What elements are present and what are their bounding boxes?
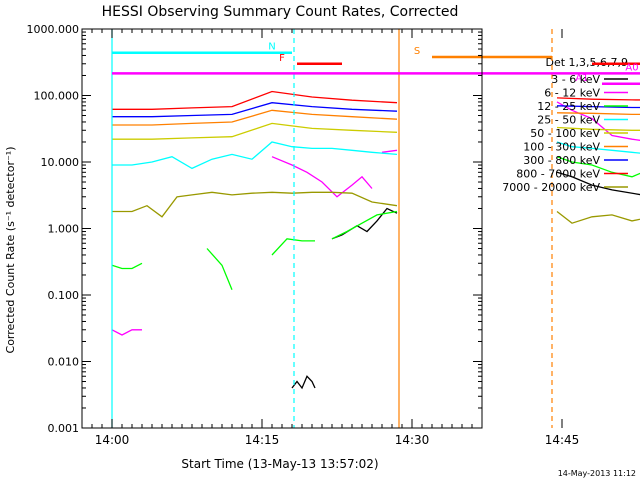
series-line: [111, 329, 142, 336]
series-0: [291, 171, 640, 390]
legend-label: 50 - 100 keV: [530, 127, 600, 140]
series-3: [112, 141, 640, 170]
state-label: F: [279, 53, 285, 64]
axes-layer: 0.001 0.010 0.100 1.000 10.000 100.000 1000.00…: [27, 23, 580, 447]
x-tick-label: 14:30: [395, 433, 430, 447]
series-line: [556, 141, 640, 154]
timestamp: 14-May-2013 11:12: [558, 469, 636, 478]
plot-frame: [81, 28, 483, 429]
series-line: [112, 141, 398, 170]
y-tick-label: 1000.000: [27, 23, 80, 36]
series-4: [112, 122, 640, 140]
legend-label: 12 - 25 keV: [537, 100, 600, 113]
series-line: [556, 97, 640, 101]
series-line: [556, 126, 640, 131]
series-line: [556, 171, 640, 196]
y-tick-label: 0.001: [48, 422, 80, 435]
series-layer: [111, 90, 640, 390]
state-label: N: [268, 42, 275, 53]
y-tick-label: 0.100: [48, 289, 80, 302]
annotation-layer: N S F A0 A1: [111, 29, 640, 428]
state-label: S: [414, 46, 420, 57]
series-8: [112, 191, 640, 224]
legend-label: 3 - 6 keV: [551, 73, 600, 86]
series-line: [556, 112, 640, 116]
x-axis-label: Start Time (13-May-13 13:57:02): [181, 457, 378, 471]
series-line: [271, 156, 373, 198]
legend-title: Det 1,3,5,6,7,9: [545, 56, 628, 69]
series-line: [112, 90, 398, 110]
legend-label: 100 - 300 keV: [523, 141, 600, 154]
series-line: [112, 109, 398, 126]
series-line: [291, 375, 316, 390]
series-line: [556, 105, 640, 109]
series-line: [556, 210, 640, 224]
legend-label: 25 - 50 keV: [537, 114, 600, 127]
series-line: [112, 102, 398, 118]
state-label: A0: [625, 62, 638, 73]
series-6: [112, 102, 640, 118]
legend-label: 300 - 800 keV: [523, 154, 600, 167]
y-tick-label: 0.010: [48, 356, 80, 369]
x-tick-label: 14:45: [545, 433, 580, 447]
series-line: [556, 156, 640, 178]
series-line: [556, 101, 640, 141]
state-label: A1: [575, 73, 588, 84]
y-tick-label: 100.000: [34, 90, 80, 103]
x-tick-label: 14:15: [245, 433, 280, 447]
series-line: [381, 149, 398, 153]
series-7: [112, 90, 640, 110]
series-2: [111, 156, 640, 290]
series-line: [111, 262, 143, 270]
series-line: [112, 122, 398, 140]
series-line: [331, 210, 398, 240]
legend-label: 800 - 7000 keV: [516, 168, 600, 181]
legend-label: 6 - 12 keV: [544, 87, 600, 100]
chart-title: HESSI Observing Summary Count Rates, Cor…: [102, 4, 459, 20]
y-tick-label: 10.000: [41, 156, 80, 169]
legend-label: 7000 - 20000 keV: [502, 181, 600, 194]
y-axis-label: Corrected Count Rate (s⁻¹ detector⁻¹): [4, 147, 17, 354]
series-line: [112, 191, 398, 218]
x-tick-label: 14:00: [95, 433, 130, 447]
y-tick-label: 1.000: [48, 223, 80, 236]
series-5: [112, 109, 640, 126]
series-line: [331, 207, 398, 240]
series-line: [206, 248, 233, 290]
